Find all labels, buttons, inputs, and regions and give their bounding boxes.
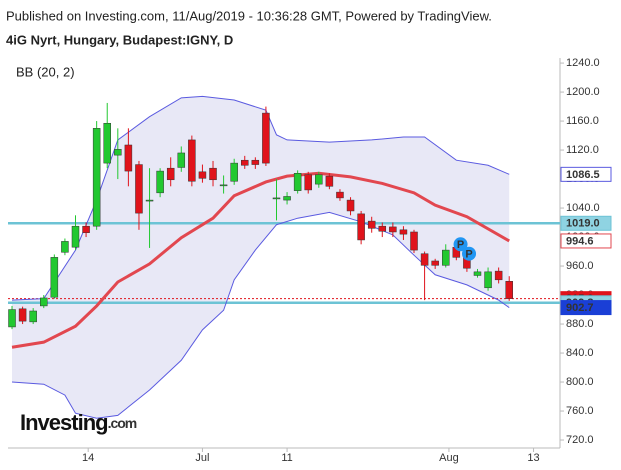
- candle-body: [431, 260, 439, 266]
- candle-body: [82, 225, 90, 233]
- candle-body: [304, 174, 312, 191]
- header: Published on Investing.com, 11/Aug/2019 …: [6, 8, 492, 23]
- candle-body: [336, 191, 344, 199]
- price-label: 1019.0: [566, 218, 600, 230]
- marker: P: [462, 246, 477, 261]
- candle-body: [177, 152, 186, 168]
- x-tick-label: 11: [281, 452, 292, 464]
- candle-body: [325, 175, 334, 187]
- price-label-box: [560, 215, 612, 231]
- candle-body: [166, 167, 175, 181]
- candle-body: [293, 173, 302, 191]
- price-label: 994.6: [566, 235, 594, 247]
- price-label-box: [560, 233, 612, 249]
- y-tick-label: 840.0: [566, 347, 594, 359]
- candle-body: [8, 309, 16, 328]
- candle-body: [357, 213, 365, 241]
- price-label-box: [560, 166, 612, 182]
- marker-dot: [462, 246, 477, 261]
- y-tick-label: 1160.0: [566, 115, 599, 127]
- candle-body: [18, 308, 27, 322]
- candle-body: [410, 231, 418, 251]
- indicator-label: BB (20, 2): [16, 64, 75, 79]
- y-tick-label: 720.0: [566, 434, 594, 446]
- y-tick-label: 1040.0: [566, 202, 600, 214]
- candle-body: [71, 225, 80, 248]
- logo-main: Investing: [20, 410, 108, 435]
- candle-body: [346, 199, 355, 212]
- chart-title: 4iG Nyrt, Hungary, Budapest:IGNY, D: [6, 32, 233, 47]
- x-tick-label: 13: [527, 452, 539, 464]
- candle-body: [219, 184, 228, 187]
- candle-body: [50, 257, 59, 298]
- price-label: 1086.5: [566, 169, 600, 181]
- y-tick-label: 1120.0: [566, 144, 599, 156]
- candle-body: [484, 271, 492, 289]
- y-tick-label: 800.0: [566, 376, 594, 388]
- x-tick-label: Jul: [195, 452, 209, 464]
- candle-body: [209, 167, 217, 181]
- marker: P: [453, 237, 468, 252]
- candle-body: [92, 128, 101, 227]
- candle-body: [420, 253, 429, 266]
- candle-body: [156, 170, 164, 194]
- y-tick-label: 960.0: [566, 260, 594, 272]
- marker-label: P: [457, 239, 464, 251]
- candle-body: [494, 270, 503, 281]
- x-tick-label: 14: [82, 452, 94, 464]
- candle-body: [399, 229, 408, 235]
- candle-body: [145, 199, 154, 202]
- candle-body: [29, 310, 37, 323]
- candle-body: [124, 144, 133, 172]
- candle-body: [262, 112, 270, 164]
- candle-body: [135, 164, 143, 214]
- marker-dot: [453, 237, 468, 252]
- y-tick-label: 1200.0: [566, 86, 600, 98]
- candle-body: [505, 281, 513, 299]
- price-label: 902.7: [566, 302, 594, 314]
- candle-body: [251, 159, 260, 165]
- candle-body: [114, 149, 122, 156]
- marker-label: P: [465, 249, 472, 261]
- candle-body: [441, 249, 450, 266]
- y-tick-label: 760.0: [566, 405, 594, 417]
- logo-suffix: .com: [108, 415, 137, 431]
- band-line: [11, 171, 510, 349]
- candle-body: [389, 226, 397, 233]
- candle-body: [241, 159, 249, 166]
- candle-body: [283, 196, 291, 201]
- y-tick-label: 1240.0: [566, 57, 600, 69]
- candle-body: [230, 162, 238, 182]
- candle-body: [367, 220, 376, 229]
- candle-body: [378, 225, 387, 232]
- logo: Investing.com: [20, 410, 137, 435]
- y-tick-label: 880.0: [566, 318, 594, 330]
- candle-body: [103, 122, 111, 164]
- price-label-box: [560, 300, 612, 316]
- candle-body: [272, 197, 281, 200]
- candle-body: [198, 171, 207, 179]
- candle-body: [188, 139, 196, 182]
- candle-body: [61, 241, 69, 253]
- candle-body: [315, 174, 323, 185]
- candle-body: [40, 297, 48, 307]
- candle-body: [473, 271, 482, 276]
- x-tick-label: Aug: [439, 452, 459, 464]
